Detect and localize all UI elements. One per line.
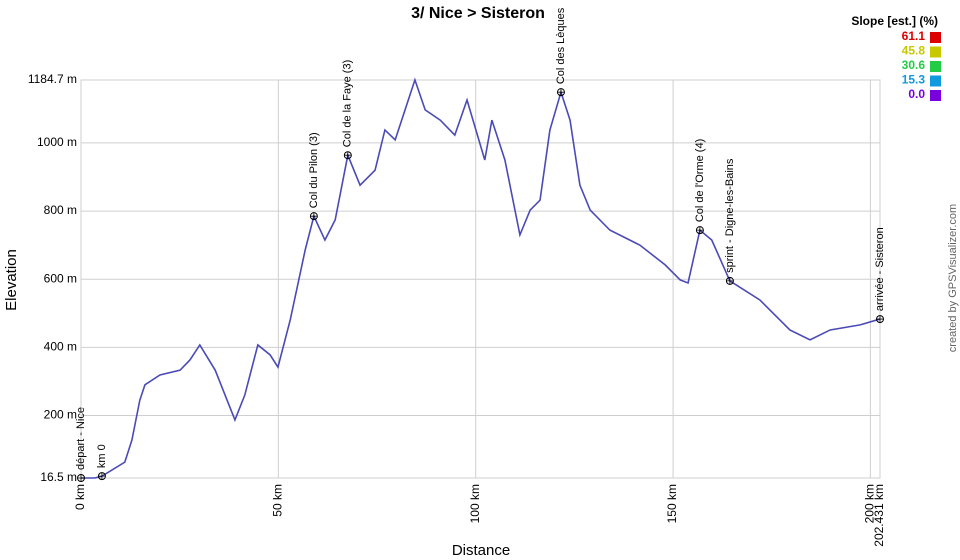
y-tick-label: 16.5 m xyxy=(40,470,77,484)
waypoint: départ - Nice xyxy=(75,407,87,482)
credit: created by GPSVisualizer.com xyxy=(947,204,959,352)
waypoint: sprint - Digne-les-Bains xyxy=(724,158,736,285)
waypoint-label: Col de la Faye (3) xyxy=(342,60,354,147)
waypoint-marker xyxy=(695,226,704,235)
y-tick-label: 200 m xyxy=(44,408,77,422)
waypoint-cross xyxy=(877,316,883,323)
legend-value: 30.6 xyxy=(902,58,926,72)
y-tick-label: 600 m xyxy=(44,271,77,285)
waypoint-cross xyxy=(726,277,733,284)
waypoint-cross xyxy=(78,475,84,481)
legend-swatch xyxy=(930,61,941,72)
plot-frame xyxy=(80,79,881,479)
waypoint: arrivée - Sisteron xyxy=(874,227,886,324)
waypoint-cross xyxy=(344,152,351,159)
x-tick-label: 100 km xyxy=(468,484,482,523)
waypoint-label: Col de l'Orme (4) xyxy=(694,139,706,222)
waypoint: Col de la Faye (3) xyxy=(342,60,354,160)
waypoint-marker xyxy=(97,472,106,481)
waypoint: Col du Pilon (3) xyxy=(308,132,320,221)
waypoint-cross xyxy=(310,213,317,220)
legend-value: 15.3 xyxy=(902,73,926,87)
waypoint-label: Col des Lèques xyxy=(555,7,567,84)
x-tick-label: 0 km xyxy=(73,484,87,510)
waypoint-marker xyxy=(876,315,884,324)
waypoint-cross xyxy=(557,89,564,96)
waypoint-label: km 0 xyxy=(96,444,108,468)
waypoint-marker xyxy=(725,276,734,285)
waypoint-label: Col du Pilon (3) xyxy=(308,132,320,208)
y-tick-label: 400 m xyxy=(44,340,77,354)
x-tick-label: 150 km xyxy=(665,484,679,523)
elevation-line xyxy=(81,77,881,479)
x-axis-label: Distance xyxy=(452,542,510,559)
legend-swatch xyxy=(930,75,941,87)
waypoint-label: sprint - Digne-les-Bains xyxy=(724,158,736,273)
y-tick-label: 1000 m xyxy=(37,135,77,149)
legend-swatch xyxy=(930,32,941,43)
waypoint: Col des Lèques xyxy=(555,7,567,97)
waypoint: Col de l'Orme (4) xyxy=(694,139,706,235)
legend-value: 61.1 xyxy=(902,29,926,43)
waypoint-label: départ - Nice xyxy=(75,407,87,470)
legend-value: 45.8 xyxy=(902,44,926,58)
legend-value: 0.0 xyxy=(908,87,925,101)
waypoint-marker xyxy=(556,88,565,97)
y-axis-label: Elevation xyxy=(3,249,20,311)
waypoint-cross xyxy=(696,227,703,234)
legend-title: Slope [est.] (%) xyxy=(851,14,938,28)
chart-title: 3/ Nice > Sisteron xyxy=(411,5,545,22)
waypoint-marker xyxy=(343,151,352,160)
y-tick-label: 1184.7 m xyxy=(28,72,77,86)
waypoint-marker xyxy=(309,212,318,221)
waypoint: km 0 xyxy=(96,444,108,481)
legend-swatch xyxy=(930,90,941,101)
waypoint-cross xyxy=(98,473,105,480)
waypoint-label: arrivée - Sisteron xyxy=(874,227,886,311)
x-tick-label: 200 km xyxy=(863,484,877,523)
x-tick-label: 50 km xyxy=(271,484,285,517)
legend-swatch xyxy=(930,46,941,58)
x-tick-label: 202.431 km xyxy=(872,484,886,547)
y-tick-label: 800 m xyxy=(44,203,77,217)
waypoint-marker xyxy=(77,474,85,482)
